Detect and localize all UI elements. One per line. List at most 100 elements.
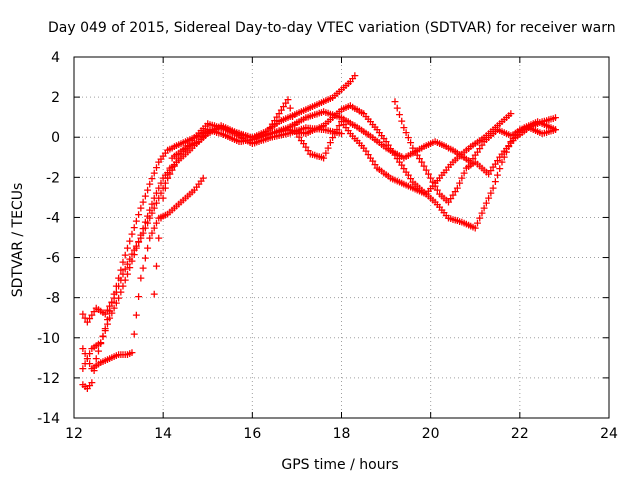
data-point: + (442, 209, 451, 222)
data-point: + (491, 175, 500, 188)
data-point: + (127, 346, 136, 359)
data-point: + (132, 309, 141, 322)
data-point: + (283, 93, 292, 106)
data-point: + (89, 340, 98, 353)
data-point: + (277, 125, 286, 138)
data-point: + (78, 378, 87, 391)
data-point: + (301, 141, 310, 154)
data-point: + (136, 232, 145, 245)
data-point: + (529, 123, 538, 136)
data-point: + (279, 100, 288, 113)
data-point: + (230, 126, 239, 139)
data-point: + (257, 134, 266, 147)
data-point: + (439, 191, 448, 204)
data-point: + (196, 133, 205, 146)
data-point: + (172, 199, 181, 212)
data-point: + (415, 181, 424, 194)
data-point: + (295, 115, 304, 128)
data-point: + (101, 354, 110, 367)
data-point: + (217, 121, 226, 134)
data-point: + (546, 125, 555, 138)
data-point: + (506, 107, 515, 120)
data-point: + (337, 115, 346, 128)
data-point: + (176, 195, 185, 208)
data-point: + (424, 167, 433, 180)
data-point: + (415, 152, 424, 165)
data-point: + (408, 181, 417, 194)
data-point: + (112, 297, 121, 310)
data-point: + (422, 187, 431, 200)
data-point: + (431, 179, 440, 192)
data-point: + (453, 151, 462, 164)
data-point: + (92, 302, 101, 315)
data-point: + (188, 185, 197, 198)
data-point: + (274, 124, 283, 137)
data-point: + (488, 123, 497, 136)
data-point: + (520, 121, 529, 134)
data-point: + (174, 151, 183, 164)
data-point: + (524, 119, 533, 132)
data-point: + (413, 144, 422, 157)
data-point: + (239, 135, 248, 148)
data-point: + (192, 136, 201, 149)
data-point: + (413, 179, 422, 192)
data-point: + (241, 133, 250, 146)
data-point: + (156, 210, 165, 223)
data-point: + (366, 115, 375, 128)
data-point: + (110, 288, 119, 301)
series-track-2: ++++++++++++++++++++++++++++++++++++++++… (78, 105, 560, 395)
data-point: + (136, 272, 145, 285)
data-point: + (417, 183, 426, 196)
data-point: + (268, 131, 277, 144)
x-tick-label: 20 (422, 426, 440, 442)
data-point: + (442, 140, 451, 153)
data-point: + (321, 146, 330, 159)
data-point: + (107, 296, 116, 309)
data-point: + (350, 102, 359, 115)
data-point: + (127, 248, 136, 261)
data-point: + (462, 152, 471, 165)
data-point: + (98, 330, 107, 343)
data-point: + (223, 124, 232, 137)
data-point: + (408, 146, 417, 159)
data-point: + (515, 123, 524, 136)
data-point: + (165, 167, 174, 180)
data-point: + (341, 121, 350, 134)
data-point: + (335, 105, 344, 118)
data-point: + (174, 138, 183, 151)
data-point: + (297, 123, 306, 136)
data-point: + (116, 348, 125, 361)
data-point: + (410, 182, 419, 195)
data-point: + (442, 163, 451, 176)
data-point: + (190, 131, 199, 144)
data-point: + (341, 114, 350, 127)
data-point: + (143, 183, 152, 196)
data-point: + (78, 308, 87, 321)
data-point: + (404, 131, 413, 144)
data-point: + (352, 103, 361, 116)
data-point: + (495, 151, 504, 164)
data-point: + (141, 189, 150, 202)
data-point: + (533, 117, 542, 130)
data-point: + (471, 155, 480, 168)
data-point: + (96, 305, 105, 318)
data-point: + (379, 140, 388, 153)
data-point: + (549, 124, 558, 137)
data-point: + (286, 124, 295, 137)
data-point: + (201, 120, 210, 133)
data-point: + (344, 100, 353, 113)
data-point: + (321, 106, 330, 119)
data-point: + (281, 112, 290, 125)
y-tick-label: -8 (46, 291, 60, 307)
data-point: + (132, 242, 141, 255)
data-point: + (152, 216, 161, 229)
data-point: + (181, 142, 190, 155)
data-point: + (433, 198, 442, 211)
data-point: + (491, 157, 500, 170)
data-point: + (150, 288, 159, 301)
data-point: + (101, 322, 110, 335)
data-point: + (373, 161, 382, 174)
data-point: + (81, 312, 90, 325)
data-point: + (504, 109, 513, 122)
